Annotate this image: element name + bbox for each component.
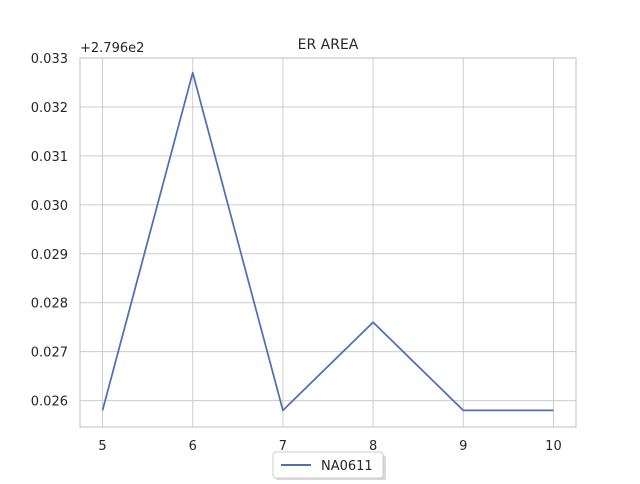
x-tick-label: 9	[459, 439, 467, 454]
legend: NA0611	[273, 452, 386, 480]
y-tick-label: 0.030	[31, 199, 68, 214]
chart-title: ER AREA	[298, 37, 359, 53]
x-tick-label: 10	[545, 439, 562, 454]
y-tick-label: 0.033	[31, 52, 68, 67]
y-tick-label: 0.029	[31, 248, 68, 263]
x-tick-label: 5	[98, 439, 106, 454]
y-tick-label: 0.027	[31, 346, 68, 361]
y-tick-label: 0.026	[31, 395, 68, 410]
y-axis-offset-label: +2.796e2	[80, 41, 144, 56]
y-tick-label: 0.032	[31, 101, 68, 116]
plot-background	[80, 58, 576, 427]
legend-label: NA0611	[321, 459, 373, 474]
y-tick-label: 0.028	[31, 297, 68, 312]
y-tick-label: 0.031	[31, 150, 68, 165]
x-tick-label: 6	[189, 439, 197, 454]
y-axis-ticks: 0.026 0.027 0.028 0.029 0.030 0.031 0.032 0.033	[31, 52, 68, 410]
